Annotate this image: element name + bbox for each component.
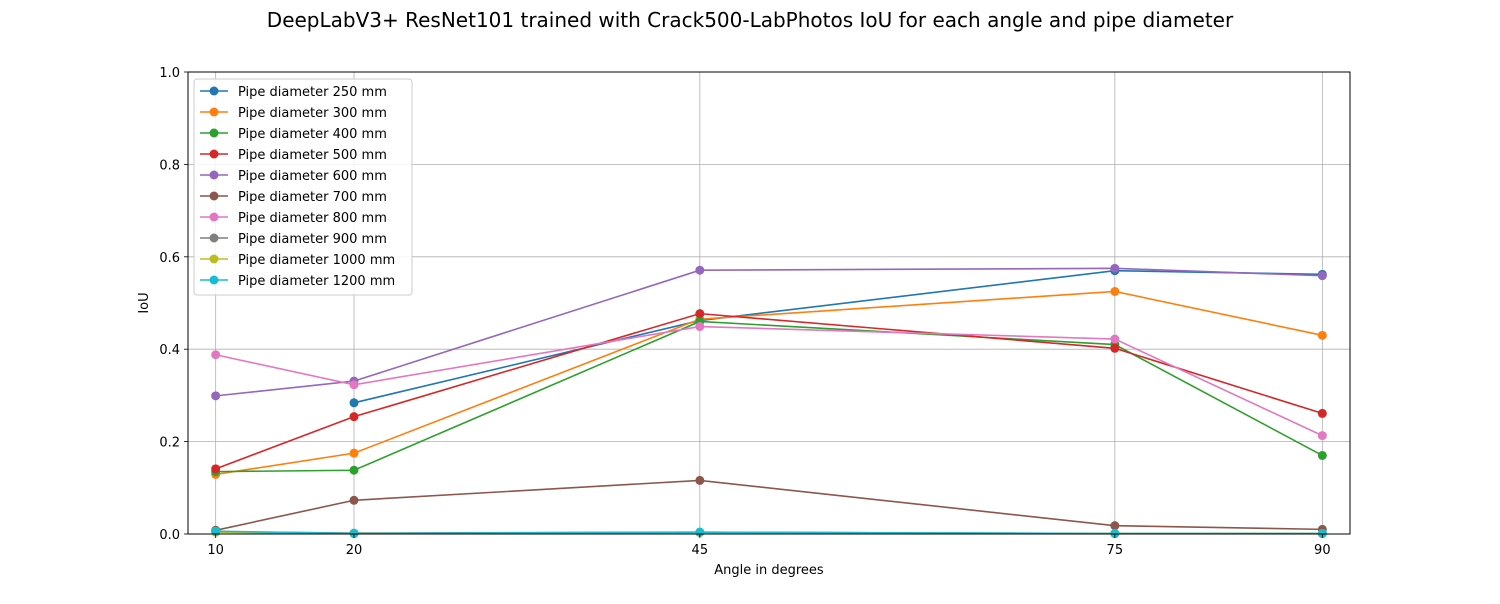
legend-label: Pipe diameter 250 mm <box>238 85 387 100</box>
legend-entry: Pipe diameter 500 mm <box>200 148 387 163</box>
series-line <box>353 269 1323 404</box>
legend-entry: Pipe diameter 1000 mm <box>200 253 395 268</box>
legend-entry: Pipe diameter 1200 mm <box>200 274 395 289</box>
y-tick-label: 0.6 <box>159 251 180 266</box>
data-point <box>1317 330 1327 340</box>
data-point <box>349 412 359 422</box>
data-point <box>349 398 359 408</box>
x-tick-label: 90 <box>1314 543 1331 558</box>
legend-entry: Pipe diameter 800 mm <box>200 211 387 226</box>
series-3 <box>211 309 1327 474</box>
legend-entry: Pipe diameter 900 mm <box>200 232 387 247</box>
data-point <box>1110 263 1120 273</box>
legend-marker <box>209 233 219 243</box>
legend-entry: Pipe diameter 300 mm <box>200 106 387 121</box>
series-1 <box>211 286 1327 479</box>
legend-label: Pipe diameter 900 mm <box>238 232 387 247</box>
data-point <box>211 464 221 474</box>
data-point <box>211 350 221 360</box>
series-line <box>215 312 1323 470</box>
data-point <box>695 475 705 485</box>
data-point <box>1110 521 1120 531</box>
chart-title: DeepLabV3+ ResNet101 trained with Crack5… <box>266 8 1234 32</box>
legend-label: Pipe diameter 600 mm <box>238 169 387 184</box>
legend-label: Pipe diameter 300 mm <box>238 106 387 121</box>
legend-label: Pipe diameter 1000 mm <box>238 253 395 268</box>
data-point <box>349 495 359 505</box>
data-point <box>1110 286 1120 296</box>
legend-label: Pipe diameter 1200 mm <box>238 274 395 289</box>
legend-marker <box>209 128 219 138</box>
x-tick-label: 10 <box>207 543 224 558</box>
legend-marker <box>209 212 219 222</box>
legend-marker <box>209 86 219 96</box>
legend-entry: Pipe diameter 400 mm <box>200 127 387 142</box>
data-point <box>1110 334 1120 344</box>
axis-layer: 10 20 45 75 90 0.0 0.2 0.4 0.6 0.8 1.0 <box>159 66 1330 558</box>
series-layer <box>211 263 1327 539</box>
y-tick-label: 0.8 <box>159 158 180 173</box>
legend-marker <box>209 191 219 201</box>
data-point <box>349 465 359 475</box>
x-tick-label: 45 <box>692 543 709 558</box>
data-point <box>1110 343 1120 353</box>
series-line <box>215 479 1323 532</box>
legend-label: Pipe diameter 500 mm <box>238 148 387 163</box>
legend-entry: Pipe diameter 600 mm <box>200 169 387 184</box>
x-tick-label: 20 <box>346 543 363 558</box>
legend-label: Pipe diameter 400 mm <box>238 127 387 142</box>
legend-marker <box>209 254 219 264</box>
y-tick-label: 1.0 <box>159 66 180 81</box>
data-point <box>349 448 359 458</box>
plot-frame <box>187 71 1351 535</box>
legend-label: Pipe diameter 800 mm <box>238 211 387 226</box>
data-point <box>1317 408 1327 418</box>
y-axis-label: IoU <box>137 292 152 313</box>
legend: Pipe diameter 250 mm Pipe diameter 300 mm… <box>193 78 413 296</box>
legend-marker <box>209 149 219 159</box>
x-axis-label: Angle in degrees <box>714 563 824 578</box>
data-point <box>1317 271 1327 281</box>
y-tick-label: 0.0 <box>159 528 180 543</box>
data-point <box>695 265 705 275</box>
data-point <box>695 322 705 332</box>
series-6 <box>211 322 1327 441</box>
data-point <box>1317 431 1327 441</box>
legend-marker <box>209 170 219 180</box>
series-0 <box>349 266 1327 408</box>
data-point <box>695 309 705 319</box>
data-point <box>211 391 221 401</box>
data-point <box>211 526 221 536</box>
y-tick-label: 0.2 <box>159 436 180 451</box>
series-line <box>215 325 1323 437</box>
legend-marker <box>209 107 219 117</box>
series-5 <box>211 475 1327 535</box>
legend-marker <box>209 275 219 285</box>
legend-entry: Pipe diameter 250 mm <box>200 85 387 100</box>
y-tick-label: 0.4 <box>159 343 180 358</box>
x-tick-label: 75 <box>1107 543 1124 558</box>
legend-label: Pipe diameter 700 mm <box>238 190 387 205</box>
data-point <box>1317 450 1327 460</box>
legend-box <box>193 78 413 296</box>
data-point <box>349 380 359 390</box>
legend-entry: Pipe diameter 700 mm <box>200 190 387 205</box>
